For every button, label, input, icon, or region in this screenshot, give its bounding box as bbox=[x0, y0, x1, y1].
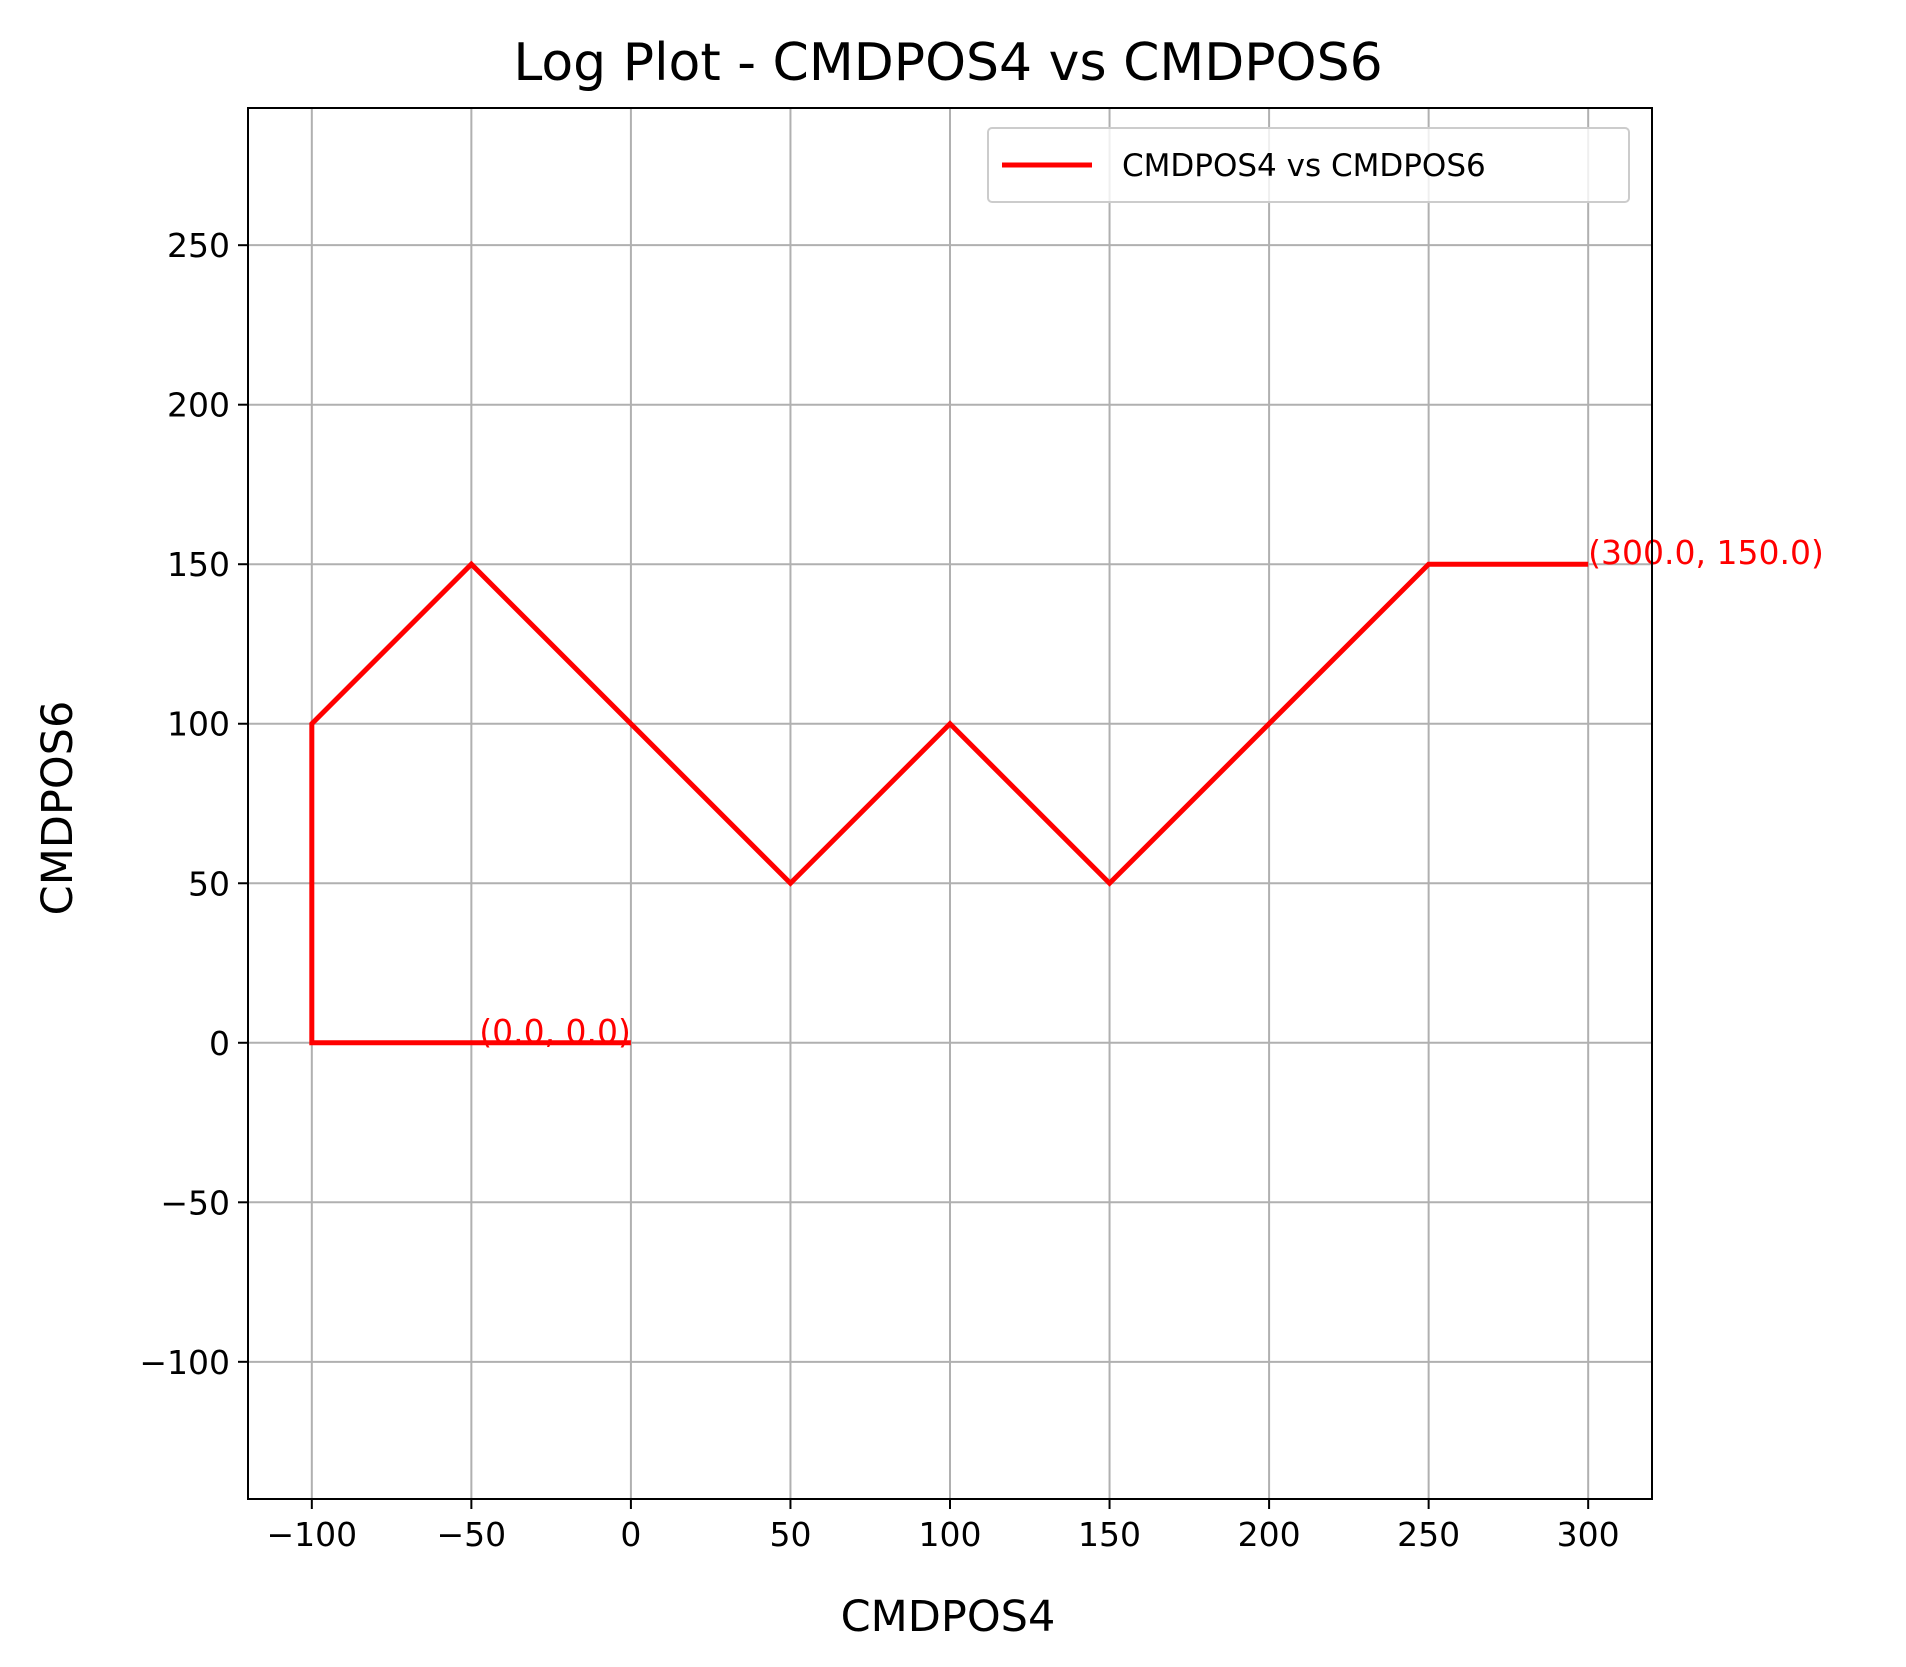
legend-box bbox=[987, 127, 1630, 203]
x-tick-label: 0 bbox=[620, 1515, 641, 1554]
legend: CMDPOS4 vs CMDPOS6 bbox=[987, 127, 1630, 203]
x-axis-ticks: −100 −50 0 50 100 150 200 250 300 bbox=[266, 1499, 1620, 1554]
data-annotation: (0.0, 0.0) bbox=[479, 1012, 631, 1051]
series-layer bbox=[309, 560, 1589, 1046]
y-tick-label: 50 bbox=[188, 864, 230, 903]
y-tick-label: 200 bbox=[167, 386, 230, 425]
x-axis-label: CMDPOS4 bbox=[841, 1592, 1056, 1642]
y-axis-label: CMDPOS6 bbox=[33, 701, 83, 916]
series-line bbox=[309, 560, 1589, 1046]
chart-title: Log Plot - CMDPOS4 vs CMDPOS6 bbox=[513, 33, 1382, 93]
y-tick-label: 250 bbox=[167, 226, 230, 265]
y-tick-label: 100 bbox=[167, 705, 230, 744]
x-tick-label: −50 bbox=[437, 1515, 507, 1554]
y-axis-ticks: −100 −50 0 50 100 150 200 250 bbox=[139, 226, 248, 1382]
x-tick-label: 250 bbox=[1397, 1515, 1460, 1554]
y-tick-label: 150 bbox=[167, 545, 230, 584]
x-tick-label: 200 bbox=[1238, 1515, 1301, 1554]
data-annotation: (300.0, 150.0) bbox=[1588, 533, 1824, 572]
x-tick-label: 50 bbox=[769, 1515, 811, 1554]
x-tick-label: 100 bbox=[919, 1515, 982, 1554]
y-tick-label: 0 bbox=[209, 1024, 230, 1063]
y-tick-label: −100 bbox=[139, 1343, 230, 1382]
legend-label: CMDPOS4 vs CMDPOS6 bbox=[1122, 148, 1486, 184]
y-tick-label: −50 bbox=[160, 1183, 230, 1222]
x-tick-label: 150 bbox=[1078, 1515, 1141, 1554]
x-tick-label: 300 bbox=[1557, 1515, 1620, 1554]
x-tick-label: −100 bbox=[266, 1515, 357, 1554]
annotation-layer: (0.0, 0.0) (300.0, 150.0) bbox=[479, 533, 1824, 1051]
